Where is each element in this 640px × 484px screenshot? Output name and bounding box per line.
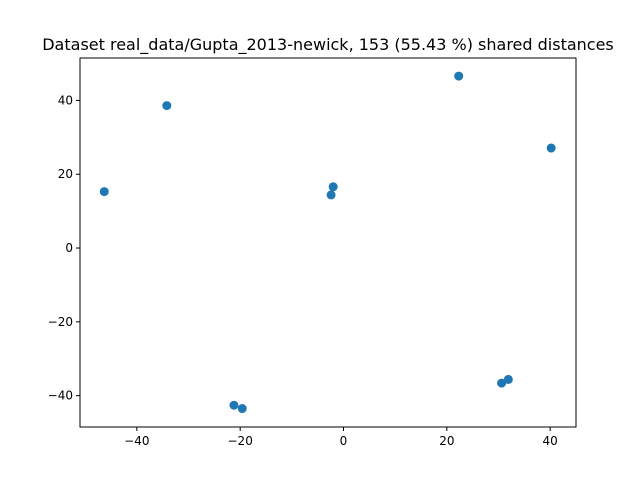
scatter-point <box>503 374 513 384</box>
x-tick-label: 20 <box>439 434 454 448</box>
scatter-point <box>99 187 109 197</box>
scatter-point <box>497 378 507 388</box>
scatter-point <box>454 71 464 81</box>
scatter-point <box>162 101 172 111</box>
y-tick-label: 20 <box>58 167 73 181</box>
y-tick-label: −20 <box>48 315 73 329</box>
x-tick-label: 0 <box>340 434 348 448</box>
y-tick-label: 0 <box>65 241 73 255</box>
scatter-point <box>237 404 247 414</box>
scatter-point <box>229 400 239 410</box>
scatter-point <box>326 190 336 200</box>
y-tick-label: 40 <box>58 93 73 107</box>
x-tick-label: 40 <box>543 434 558 448</box>
scatter-point <box>328 182 338 192</box>
plot-area: −40 −20 0 20 40 −40 −20 0 20 40 <box>48 71 558 448</box>
x-tick-label: −40 <box>124 434 149 448</box>
axes-frame <box>79 57 577 428</box>
y-tick-label: −40 <box>48 389 73 403</box>
x-tick-label: −20 <box>228 434 253 448</box>
chart-title: Dataset real_data/Gupta_2013-newick, 153… <box>42 35 614 55</box>
scatter-point <box>546 143 556 153</box>
